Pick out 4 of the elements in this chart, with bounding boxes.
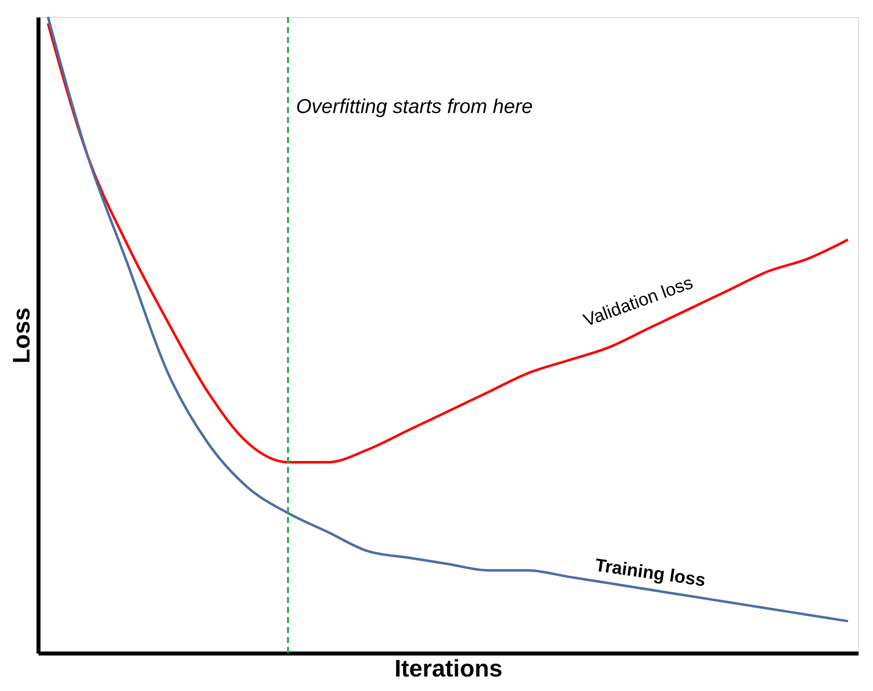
annotation: Overfitting starts from here <box>296 96 533 118</box>
y-axis-title: Loss <box>8 307 36 364</box>
text: Training loss <box>594 554 707 590</box>
x-axis-title: Iterations <box>394 656 503 682</box>
